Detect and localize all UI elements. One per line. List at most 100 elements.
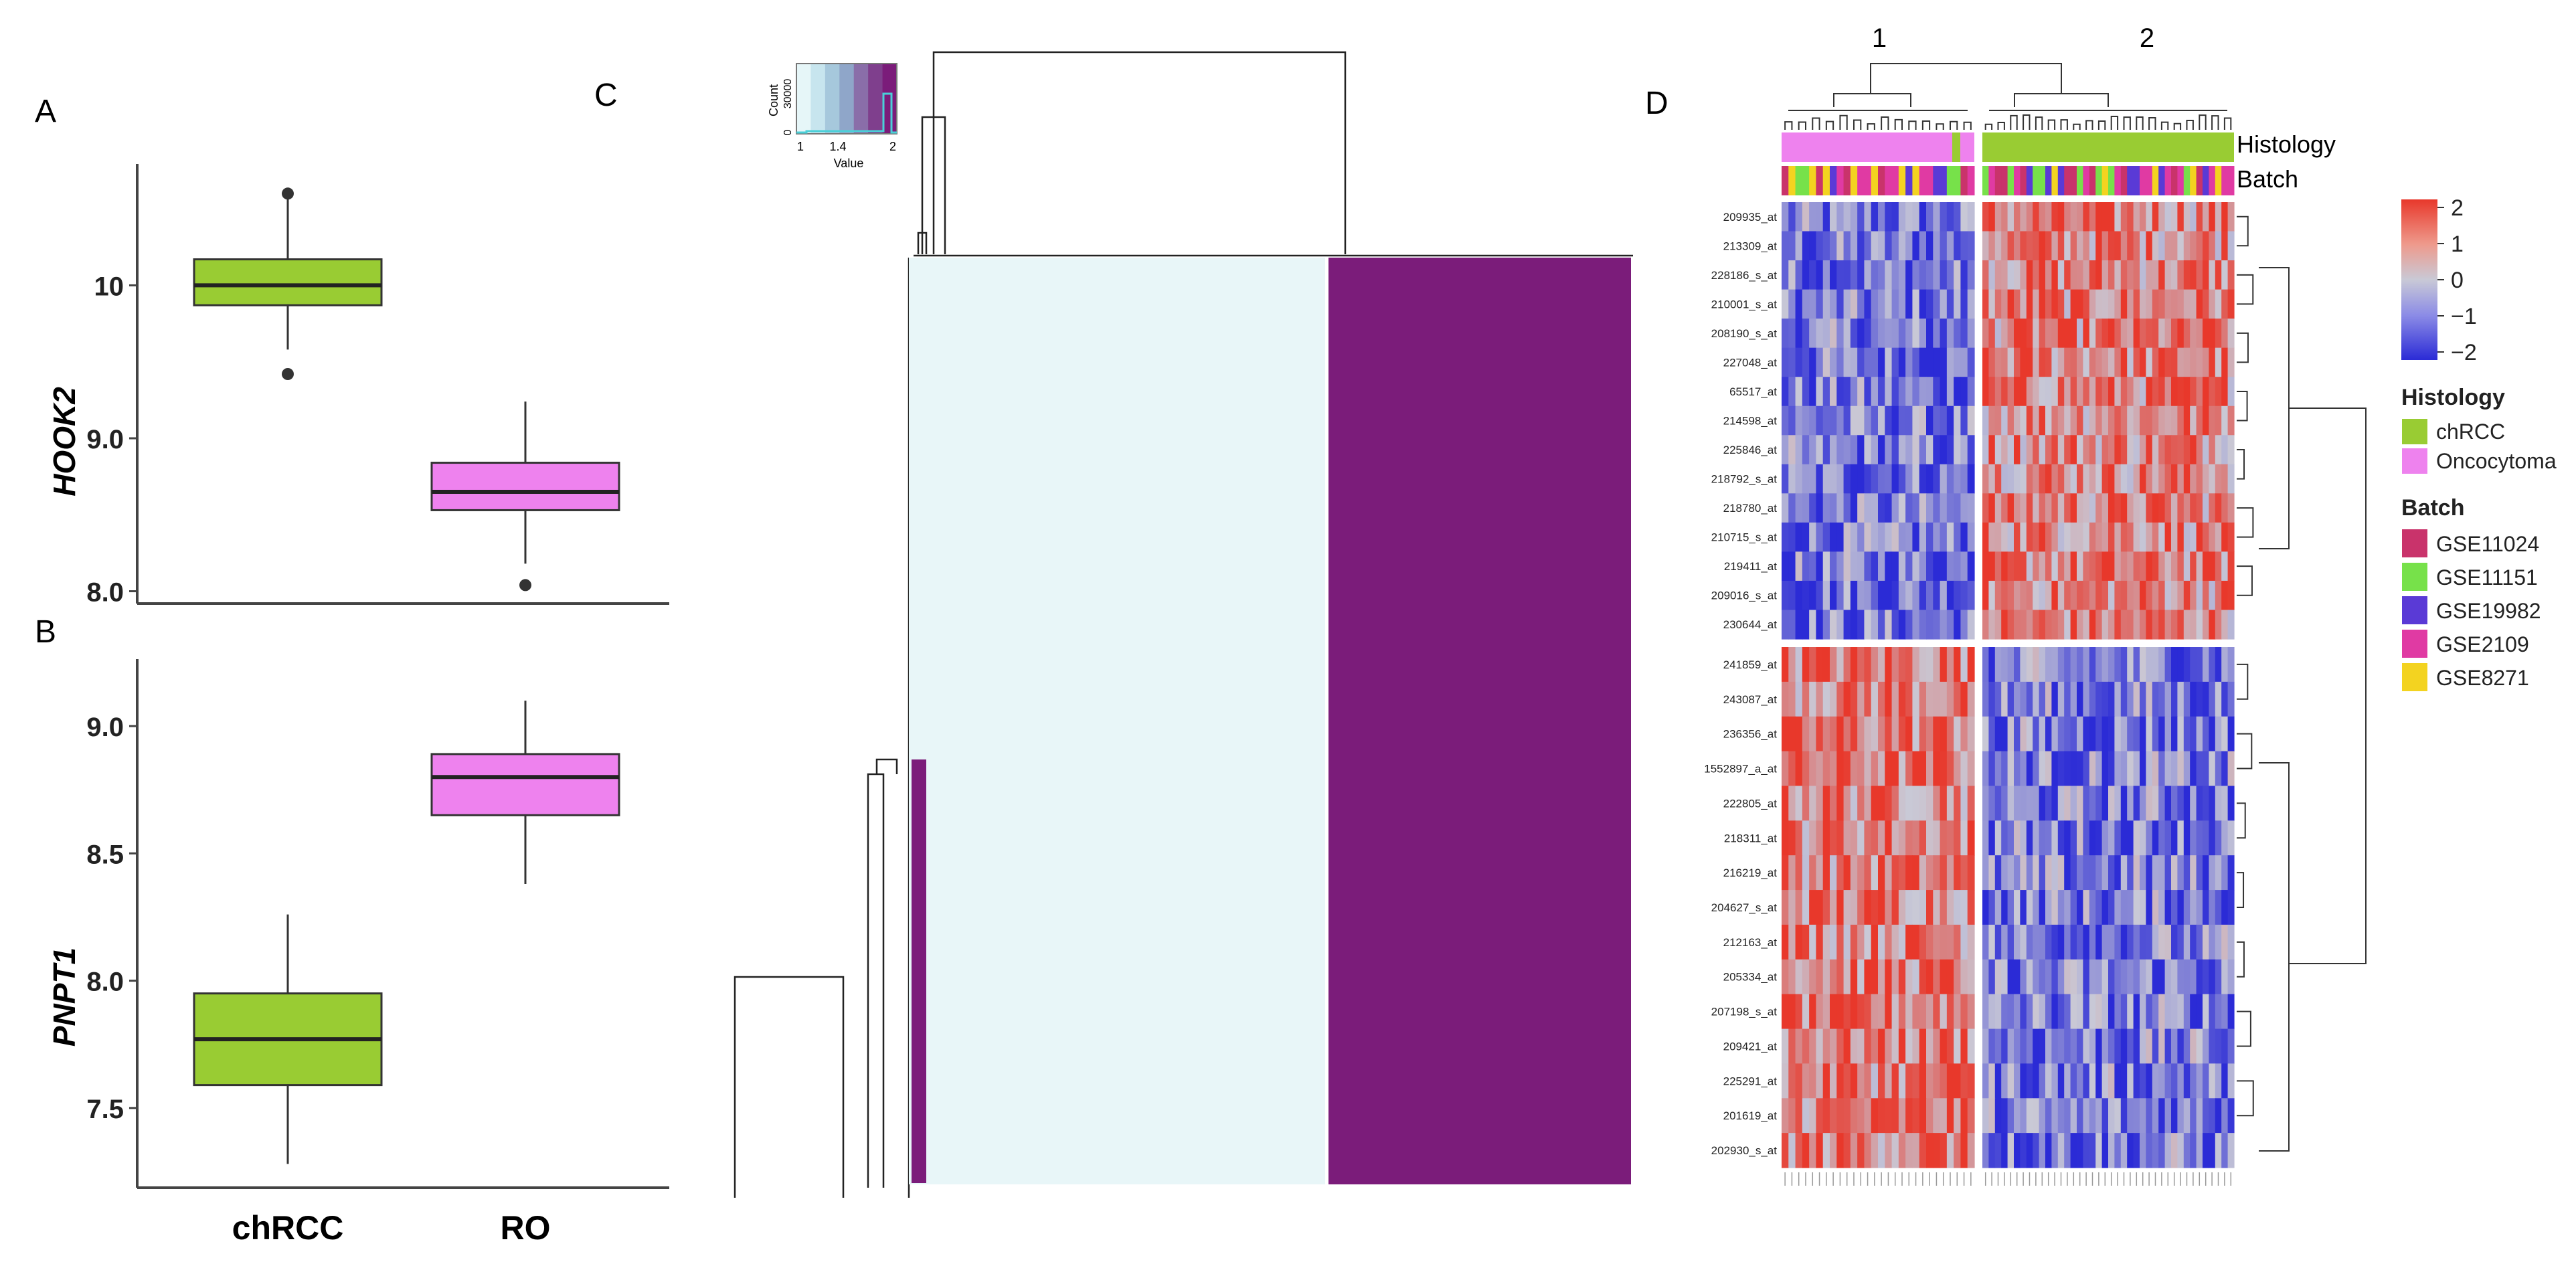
panel-d-annotation-bars bbox=[1782, 132, 2235, 195]
heatmap-cell bbox=[2045, 924, 2052, 960]
heatmap-cell bbox=[2095, 994, 2103, 1030]
heatmap-cell bbox=[2221, 260, 2229, 290]
heatmap-cell bbox=[1954, 647, 1962, 683]
heatmap-cell bbox=[1830, 959, 1837, 995]
heatmap-cell bbox=[1802, 716, 1810, 752]
heatmap-cell bbox=[1988, 647, 1996, 683]
heatmap-cell bbox=[2033, 716, 2040, 752]
heatmap-cell bbox=[1988, 377, 1996, 407]
heatmap-cell bbox=[1905, 319, 1913, 349]
heatmap-cell bbox=[1994, 319, 2002, 349]
heatmap-cell bbox=[2221, 1063, 2229, 1099]
heatmap-cell bbox=[2203, 751, 2209, 787]
heatmap-cell bbox=[2001, 435, 2008, 465]
heatmap-cell bbox=[2140, 493, 2146, 523]
heatmap-cell bbox=[1782, 347, 1789, 377]
heatmap-cell bbox=[2051, 1028, 2059, 1064]
heatmap-cell bbox=[1898, 786, 1906, 821]
heatmap-cell bbox=[2051, 959, 2059, 995]
heatmap-cell bbox=[1782, 716, 1789, 752]
batch-bar-cell bbox=[1878, 166, 1885, 195]
heatmap-cell bbox=[1885, 855, 1893, 891]
heatmap-cell bbox=[1926, 202, 1934, 232]
heatmap-cell bbox=[1982, 319, 1989, 349]
heatmap-cell bbox=[1960, 855, 1968, 891]
dendro-leaf bbox=[2173, 122, 2182, 130]
heatmap-cell bbox=[2133, 681, 2140, 717]
heatmap-cell bbox=[2209, 377, 2216, 407]
heatmap-cell bbox=[2007, 202, 2014, 232]
heatmap-cell bbox=[2070, 855, 2077, 891]
heatmap-cell bbox=[2070, 289, 2077, 319]
heatmap-cell bbox=[1954, 1098, 1962, 1134]
heatmap-cell bbox=[2077, 751, 2083, 787]
heatmap-cell bbox=[1960, 551, 1968, 581]
heatmap-cell bbox=[2064, 1063, 2071, 1099]
heatmap-cell bbox=[2209, 202, 2216, 232]
heatmap-cell bbox=[1940, 405, 1948, 436]
batch-bar-cell bbox=[2045, 166, 2052, 195]
heatmap-cell bbox=[1816, 610, 1824, 640]
heatmap-cell bbox=[2227, 464, 2235, 494]
heatmap-cell bbox=[2001, 319, 2008, 349]
heatmap-cell bbox=[2095, 260, 2103, 290]
heatmap-cell bbox=[2014, 1063, 2021, 1099]
heatmap-cell bbox=[2001, 464, 2008, 494]
heatmap-cell bbox=[2101, 231, 2109, 261]
heatmap-cell bbox=[2209, 994, 2216, 1030]
heatmap-cell bbox=[2095, 610, 2103, 640]
heatmap-cell bbox=[1926, 260, 1934, 290]
heatmap-cell bbox=[2057, 1098, 2065, 1134]
dendro-leaf bbox=[2186, 119, 2194, 130]
heatmap-cell bbox=[2045, 319, 2052, 349]
heatmap-cell bbox=[2114, 435, 2122, 465]
heatmap-cell bbox=[2152, 820, 2159, 856]
heatmap-cell bbox=[1802, 681, 1810, 717]
heatmap-cell bbox=[2221, 319, 2229, 349]
heatmap-cell bbox=[2127, 716, 2134, 752]
heatmap-cell bbox=[2146, 786, 2153, 821]
heatmap-cell bbox=[1816, 681, 1824, 717]
heatmap-cell bbox=[1822, 959, 1830, 995]
heatmap-cell bbox=[1809, 289, 1817, 319]
heatmap-cell bbox=[2171, 647, 2178, 683]
heatmap-cell bbox=[1898, 994, 1906, 1030]
heatmap-cell bbox=[1967, 580, 1975, 611]
heatmap-cell bbox=[1940, 890, 1948, 925]
heatmap-cell bbox=[2070, 435, 2077, 465]
heatmap-cell bbox=[2057, 551, 2065, 581]
heatmap-cell bbox=[2077, 319, 2083, 349]
heatmap-cell bbox=[2127, 202, 2134, 232]
heatmap-cell bbox=[2227, 202, 2235, 232]
heatmap-cell bbox=[1878, 347, 1885, 377]
heatmap-cell bbox=[2114, 681, 2122, 717]
heatmap-cell bbox=[1850, 202, 1858, 232]
heatmap-cell bbox=[2064, 855, 2071, 891]
heatmap-cell bbox=[2133, 289, 2140, 319]
heatmap-cell bbox=[1830, 647, 1837, 683]
heatmap-cell bbox=[2033, 647, 2040, 683]
heatmap-cell bbox=[1857, 1098, 1865, 1134]
color-key-xlabel: Value bbox=[834, 157, 864, 170]
heatmap-cell bbox=[2101, 786, 2109, 821]
heatmap-cell bbox=[1788, 260, 1796, 290]
heatmap-cell bbox=[1871, 377, 1879, 407]
heatmap-cell bbox=[1864, 1028, 1872, 1064]
heatmap-cell bbox=[2227, 377, 2235, 407]
heatmap-cell bbox=[2101, 1098, 2109, 1134]
heatmap-cell bbox=[1850, 493, 1858, 523]
heatmap-cell bbox=[1940, 924, 1948, 960]
dendro-leaf bbox=[1950, 120, 1958, 130]
heatmap-cell bbox=[2146, 231, 2153, 261]
heatmap-cell bbox=[1940, 1028, 1948, 1064]
heatmap-cell bbox=[2108, 522, 2115, 552]
heatmap-cell bbox=[2001, 820, 2008, 856]
heatmap-cell bbox=[2146, 522, 2153, 552]
heatmap-cell bbox=[2203, 1098, 2209, 1134]
heatmap-cell bbox=[2051, 820, 2059, 856]
heatmap-cell bbox=[2020, 464, 2027, 494]
heatmap-cell bbox=[2171, 1133, 2178, 1168]
heatmap-cell bbox=[1864, 1098, 1872, 1134]
heatmap-cell bbox=[2171, 716, 2178, 752]
heatmap-cell bbox=[2101, 855, 2109, 891]
